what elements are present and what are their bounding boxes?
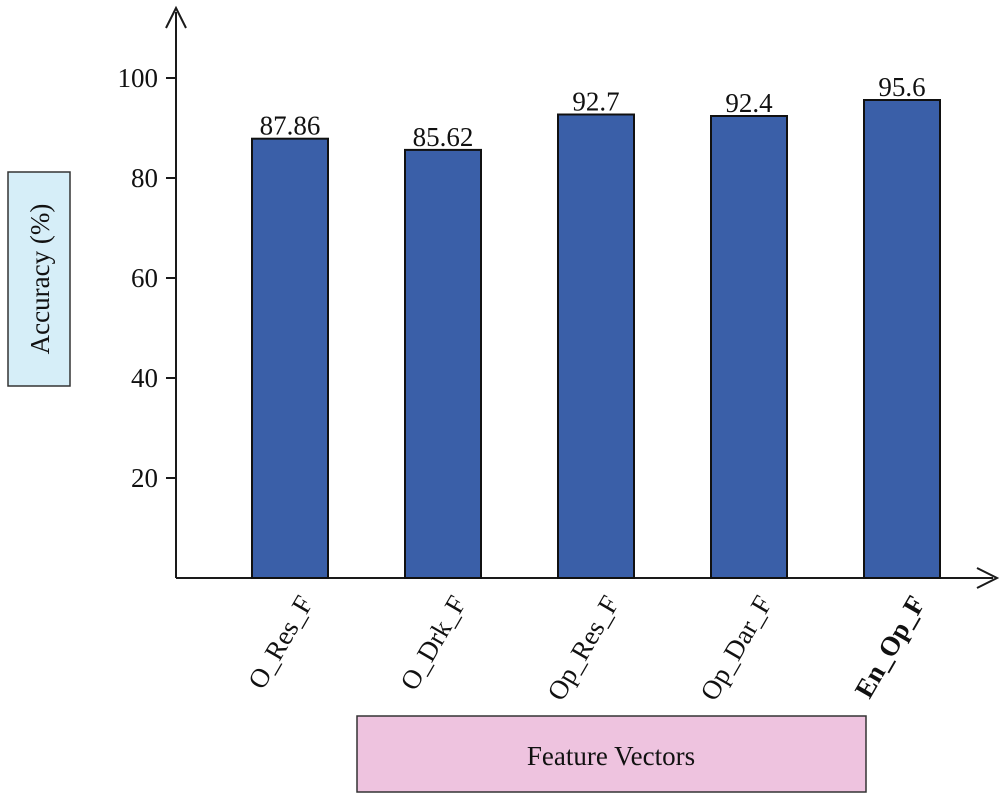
y-axis-title: Accuracy (%) (25, 204, 55, 355)
y-tick-label: 100 (118, 63, 159, 93)
data-label: 85.62 (413, 122, 474, 152)
x-tick-label: Op_Res_F (541, 591, 625, 706)
x-tick-label: O_Drk_F (394, 591, 472, 696)
x-axis-arrow (976, 567, 1000, 589)
y-axis-title-group: Accuracy (%) (7, 171, 71, 387)
y-ticks: 20 40 60 80 100 (118, 63, 176, 493)
bar (251, 137, 329, 579)
bar (710, 115, 788, 579)
bar (557, 113, 635, 579)
x-axis-title-group: Feature Vectors (356, 715, 867, 793)
y-tick-label: 40 (131, 363, 158, 393)
data-label: 95.6 (878, 72, 925, 102)
data-label: 87.86 (260, 111, 321, 141)
x-tick-label: Op_Dar_F (694, 591, 778, 706)
y-axis-arrow (165, 5, 187, 29)
x-tick-label: En_Op_F (849, 591, 931, 703)
x-tick-label: O_Res_F (242, 591, 319, 694)
bar (863, 99, 941, 579)
x-axis-title-box (356, 715, 867, 793)
y-axis-title-box (7, 171, 71, 387)
data-label: 92.4 (725, 88, 773, 118)
x-axis-title: Feature Vectors (527, 741, 695, 771)
data-label: 92.7 (572, 87, 619, 117)
y-tick-label: 60 (131, 263, 158, 293)
bars (251, 99, 941, 579)
x-tick-labels: O_Res_F O_Drk_F Op_Res_F Op_Dar_F En_Op_F (242, 591, 931, 706)
data-labels: 87.86 85.62 92.7 92.4 95.6 (260, 72, 926, 152)
y-tick-label: 80 (131, 163, 158, 193)
y-tick-label: 20 (131, 463, 158, 493)
bar (404, 148, 482, 579)
